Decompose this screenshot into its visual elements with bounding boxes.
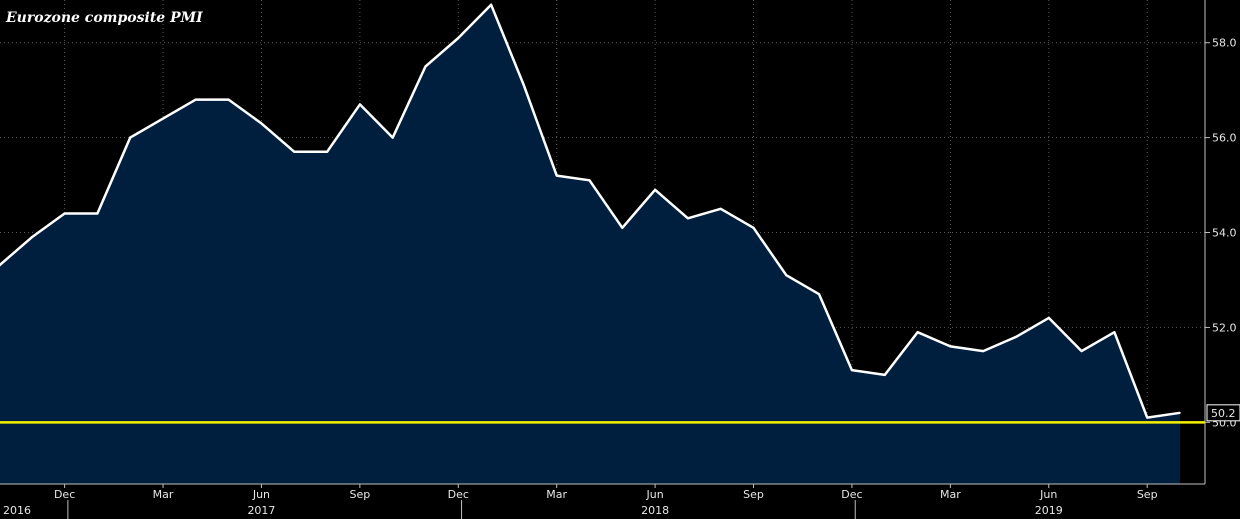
data-point [260, 122, 263, 125]
data-point [424, 65, 427, 68]
y-tick-label: 58.0 [1212, 37, 1237, 50]
data-point [457, 37, 460, 39]
data-point [195, 98, 197, 101]
data-point [391, 136, 394, 139]
x-tick-label: Mar [153, 488, 174, 501]
data-point [1113, 331, 1116, 333]
data-point [490, 3, 492, 6]
x-tick-label: Dec [448, 488, 469, 501]
y-tick-label: 52.0 [1212, 321, 1237, 334]
x-tick-label: Dec [54, 488, 75, 501]
x-year-label: 2019 [1035, 504, 1063, 517]
data-point [1146, 416, 1148, 419]
data-point [752, 226, 755, 229]
data-point [359, 103, 361, 106]
data-point [949, 345, 952, 348]
x-tick-label: Jun [252, 488, 270, 501]
x-tick-label: Mar [940, 488, 961, 501]
data-point [326, 151, 328, 153]
last-value-box [1206, 404, 1240, 422]
x-axis-ticks: Dec Mar Jun Sep Dec Mar Jun Sep Dec Mar Jun Sep 2016… [3, 484, 1158, 519]
data-point [654, 189, 656, 191]
last-value-tag: 50.2 [1206, 404, 1240, 422]
data-point [523, 84, 525, 87]
data-point [687, 217, 689, 220]
series-area [0, 4, 1180, 484]
data-point [719, 207, 722, 210]
data-point [1179, 412, 1181, 414]
chart-title: Eurozone composite PMI [6, 10, 203, 26]
x-tick-label: Dec [841, 488, 862, 501]
data-point [63, 212, 66, 215]
x-year-label: 2016 [3, 504, 31, 517]
data-point [883, 374, 886, 376]
data-point [293, 151, 296, 153]
data-point [785, 274, 788, 277]
data-point [555, 174, 558, 177]
x-tick-label: Mar [546, 488, 567, 501]
data-point [1047, 317, 1050, 319]
data-point [31, 236, 33, 239]
data-point [129, 136, 132, 139]
y-tick-label: 54.0 [1212, 227, 1237, 240]
data-point [96, 212, 99, 215]
data-point [588, 179, 591, 182]
last-value-label: 50.2 [1211, 407, 1236, 420]
data-point [162, 117, 164, 120]
y-axis-ticks: 58.056.054.052.050.0 [1205, 37, 1237, 429]
x-tick-label: Jun [1039, 488, 1057, 501]
y-tick-label: 56.0 [1212, 132, 1237, 145]
data-point [982, 350, 984, 352]
x-tick-label: Sep [743, 488, 764, 501]
data-point [1015, 336, 1017, 338]
data-point [818, 293, 820, 295]
data-point [1080, 350, 1083, 352]
data-point [916, 331, 919, 333]
x-year-label: 2017 [247, 504, 275, 517]
x-tick-label: Sep [349, 488, 370, 501]
data-point [621, 226, 624, 229]
data-point [851, 369, 853, 371]
x-tick-label: Jun [646, 488, 664, 501]
data-point [227, 98, 230, 101]
data-points [31, 3, 1181, 419]
x-tick-label: Sep [1137, 488, 1158, 501]
x-year-label: 2018 [641, 504, 669, 517]
